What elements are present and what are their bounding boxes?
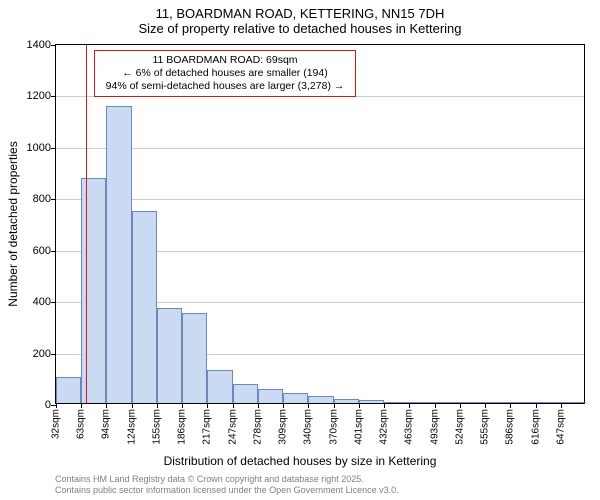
- histogram-bar: [106, 106, 131, 403]
- xtick-label: 32sqm: [51, 409, 62, 439]
- xtick-mark: [56, 403, 57, 408]
- annotation-box: 11 BOARDMAN ROAD: 69sqm← 6% of detached …: [94, 50, 356, 97]
- xtick-mark: [359, 403, 360, 408]
- ytick-label: 1400: [27, 39, 51, 51]
- histogram-bar: [359, 400, 384, 403]
- reference-line: [86, 45, 87, 403]
- attribution-line-2: Contains public sector information licen…: [55, 485, 399, 496]
- histogram-bar: [510, 402, 535, 403]
- xtick-label: 647sqm: [555, 409, 566, 445]
- xtick-mark: [81, 403, 82, 408]
- ytick-label: 1000: [27, 142, 51, 154]
- histogram-bar: [233, 384, 258, 403]
- chart-subtitle: Size of property relative to detached ho…: [0, 21, 600, 40]
- histogram-bar: [283, 393, 308, 403]
- xtick-mark: [460, 403, 461, 408]
- ytick-mark: [51, 251, 56, 252]
- annotation-line: 94% of semi-detached houses are larger (…: [101, 80, 349, 93]
- ytick-mark: [51, 148, 56, 149]
- xtick-label: 555sqm: [480, 409, 491, 445]
- ytick-mark: [51, 354, 56, 355]
- xtick-label: 463sqm: [404, 409, 415, 445]
- xtick-mark: [384, 403, 385, 408]
- xtick-label: 309sqm: [278, 409, 289, 445]
- gridline: [56, 199, 584, 200]
- chart-title: 11, BOARDMAN ROAD, KETTERING, NN15 7DH: [0, 0, 600, 21]
- histogram-bar: [460, 402, 485, 403]
- xtick-label: 340sqm: [303, 409, 314, 445]
- xtick-mark: [536, 403, 537, 408]
- histogram-bar: [409, 402, 434, 403]
- attribution-text: Contains HM Land Registry data © Crown c…: [55, 474, 399, 496]
- histogram-bar: [258, 389, 283, 403]
- histogram-bar: [384, 402, 409, 403]
- xtick-label: 247sqm: [227, 409, 238, 445]
- xtick-mark: [283, 403, 284, 408]
- xtick-mark: [485, 403, 486, 408]
- xtick-mark: [409, 403, 410, 408]
- gridline: [56, 148, 584, 149]
- ytick-label: 600: [33, 245, 51, 257]
- attribution-line-1: Contains HM Land Registry data © Crown c…: [55, 474, 399, 485]
- x-axis-label: Distribution of detached houses by size …: [0, 454, 600, 468]
- xtick-label: 616sqm: [530, 409, 541, 445]
- xtick-mark: [308, 403, 309, 408]
- xtick-label: 155sqm: [151, 409, 162, 445]
- xtick-mark: [233, 403, 234, 408]
- annotation-line: ← 6% of detached houses are smaller (194…: [101, 67, 349, 80]
- xtick-label: 524sqm: [454, 409, 465, 445]
- annotation-line: 11 BOARDMAN ROAD: 69sqm: [101, 54, 349, 67]
- histogram-bar: [561, 402, 586, 403]
- histogram-bar: [81, 178, 106, 403]
- xtick-label: 217sqm: [202, 409, 213, 445]
- histogram-bar: [308, 396, 333, 403]
- xtick-mark: [182, 403, 183, 408]
- xtick-mark: [334, 403, 335, 408]
- histogram-bar: [485, 402, 510, 403]
- xtick-mark: [207, 403, 208, 408]
- histogram-bar: [536, 402, 561, 403]
- histogram-bar: [334, 399, 359, 403]
- xtick-mark: [132, 403, 133, 408]
- xtick-mark: [510, 403, 511, 408]
- xtick-mark: [258, 403, 259, 408]
- xtick-mark: [106, 403, 107, 408]
- xtick-label: 124sqm: [126, 409, 137, 445]
- xtick-label: 63sqm: [76, 409, 87, 439]
- histogram-bar: [435, 402, 460, 403]
- histogram-bar: [182, 313, 207, 403]
- xtick-label: 432sqm: [379, 409, 390, 445]
- xtick-mark: [561, 403, 562, 408]
- xtick-label: 94sqm: [101, 409, 112, 439]
- xtick-label: 186sqm: [177, 409, 188, 445]
- histogram-bar: [157, 308, 182, 403]
- ytick-label: 200: [33, 348, 51, 360]
- xtick-mark: [157, 403, 158, 408]
- ytick-mark: [51, 96, 56, 97]
- xtick-label: 278sqm: [252, 409, 263, 445]
- histogram-bar: [132, 211, 157, 403]
- xtick-label: 586sqm: [505, 409, 516, 445]
- histogram-bar: [207, 370, 232, 403]
- ytick-mark: [51, 45, 56, 46]
- xtick-label: 493sqm: [429, 409, 440, 445]
- ytick-mark: [51, 199, 56, 200]
- ytick-label: 400: [33, 296, 51, 308]
- plot-area: 020040060080010001200140032sqm63sqm94sqm…: [55, 44, 585, 404]
- xtick-label: 401sqm: [353, 409, 364, 445]
- xtick-mark: [435, 403, 436, 408]
- ytick-label: 1200: [27, 90, 51, 102]
- ytick-label: 800: [33, 193, 51, 205]
- ytick-mark: [51, 302, 56, 303]
- chart-container: 11, BOARDMAN ROAD, KETTERING, NN15 7DH S…: [0, 0, 600, 500]
- histogram-bar: [56, 377, 81, 403]
- xtick-label: 370sqm: [328, 409, 339, 445]
